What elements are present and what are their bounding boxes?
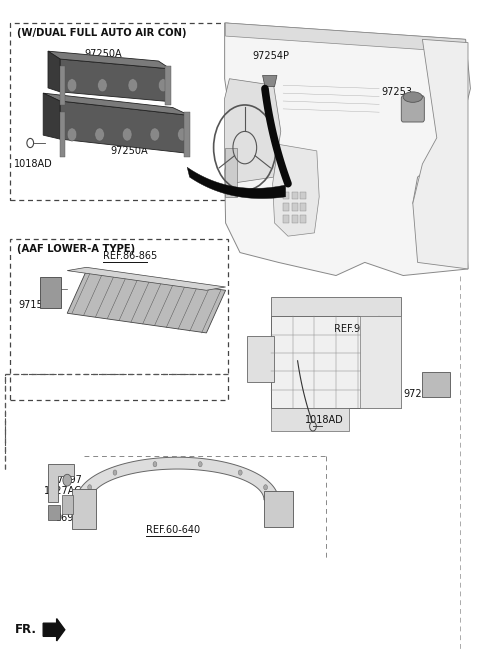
Text: 1327AC: 1327AC <box>44 485 82 496</box>
Bar <box>184 112 190 157</box>
Bar <box>292 203 298 211</box>
Polygon shape <box>263 75 277 87</box>
Bar <box>225 148 237 197</box>
Polygon shape <box>67 270 226 333</box>
Text: 1018AD: 1018AD <box>14 159 53 169</box>
Polygon shape <box>226 23 466 52</box>
Bar <box>283 203 289 211</box>
Bar <box>10 23 228 200</box>
Circle shape <box>150 128 159 141</box>
Circle shape <box>238 470 242 475</box>
Bar <box>300 203 306 211</box>
Circle shape <box>63 474 72 486</box>
Bar <box>62 495 73 514</box>
Text: FR.: FR. <box>14 623 36 636</box>
Bar <box>60 112 65 157</box>
FancyBboxPatch shape <box>40 277 61 308</box>
Polygon shape <box>48 51 170 69</box>
Text: REF.97-971: REF.97-971 <box>334 324 388 335</box>
Circle shape <box>128 79 138 92</box>
Bar <box>72 489 96 529</box>
Circle shape <box>95 128 104 141</box>
Text: 97253: 97253 <box>382 87 413 97</box>
Bar <box>271 408 349 431</box>
Polygon shape <box>43 93 60 139</box>
Circle shape <box>67 79 77 92</box>
Text: 97250A: 97250A <box>110 146 148 156</box>
Text: 97250A: 97250A <box>84 49 121 59</box>
Bar <box>292 215 298 223</box>
Polygon shape <box>77 457 278 500</box>
Circle shape <box>198 462 202 467</box>
Circle shape <box>97 79 107 92</box>
Text: 97397: 97397 <box>52 475 83 485</box>
Circle shape <box>158 79 168 92</box>
Bar <box>48 505 60 520</box>
Circle shape <box>113 470 117 475</box>
Text: (AAF LOWER-A TYPE): (AAF LOWER-A TYPE) <box>17 244 135 254</box>
Bar <box>300 215 306 223</box>
Bar <box>283 215 289 223</box>
Bar <box>165 66 171 105</box>
Polygon shape <box>225 79 281 184</box>
Text: REF.86-865: REF.86-865 <box>103 251 157 261</box>
Bar <box>292 192 298 199</box>
Bar <box>10 239 228 400</box>
Text: (W/DUAL FULL AUTO AIR CON): (W/DUAL FULL AUTO AIR CON) <box>17 28 186 37</box>
Circle shape <box>153 462 157 467</box>
Bar <box>271 297 401 316</box>
Text: 97158: 97158 <box>18 300 49 310</box>
Text: 96985: 96985 <box>55 513 86 523</box>
Bar <box>264 491 293 527</box>
Bar <box>60 66 65 105</box>
Text: REF.60-640: REF.60-640 <box>146 525 201 535</box>
Text: 97255T: 97255T <box>403 388 440 399</box>
Polygon shape <box>48 51 60 92</box>
Bar <box>271 316 401 408</box>
Polygon shape <box>225 23 470 276</box>
Polygon shape <box>43 93 190 115</box>
Bar <box>283 192 289 199</box>
FancyBboxPatch shape <box>401 96 424 122</box>
Circle shape <box>67 128 77 141</box>
Text: 97254P: 97254P <box>252 51 289 61</box>
Circle shape <box>264 485 267 490</box>
Circle shape <box>178 128 187 141</box>
Polygon shape <box>60 101 190 154</box>
Circle shape <box>122 128 132 141</box>
Polygon shape <box>43 619 65 641</box>
Ellipse shape <box>403 92 422 102</box>
Polygon shape <box>413 39 468 269</box>
Polygon shape <box>67 268 226 290</box>
Bar <box>360 316 401 408</box>
Text: 1018AD: 1018AD <box>305 415 344 425</box>
Bar <box>247 336 274 382</box>
Polygon shape <box>273 144 319 236</box>
Bar <box>422 372 450 397</box>
Polygon shape <box>60 59 170 102</box>
Polygon shape <box>48 464 74 502</box>
Bar <box>300 192 306 199</box>
Circle shape <box>88 485 92 490</box>
Polygon shape <box>187 167 286 199</box>
